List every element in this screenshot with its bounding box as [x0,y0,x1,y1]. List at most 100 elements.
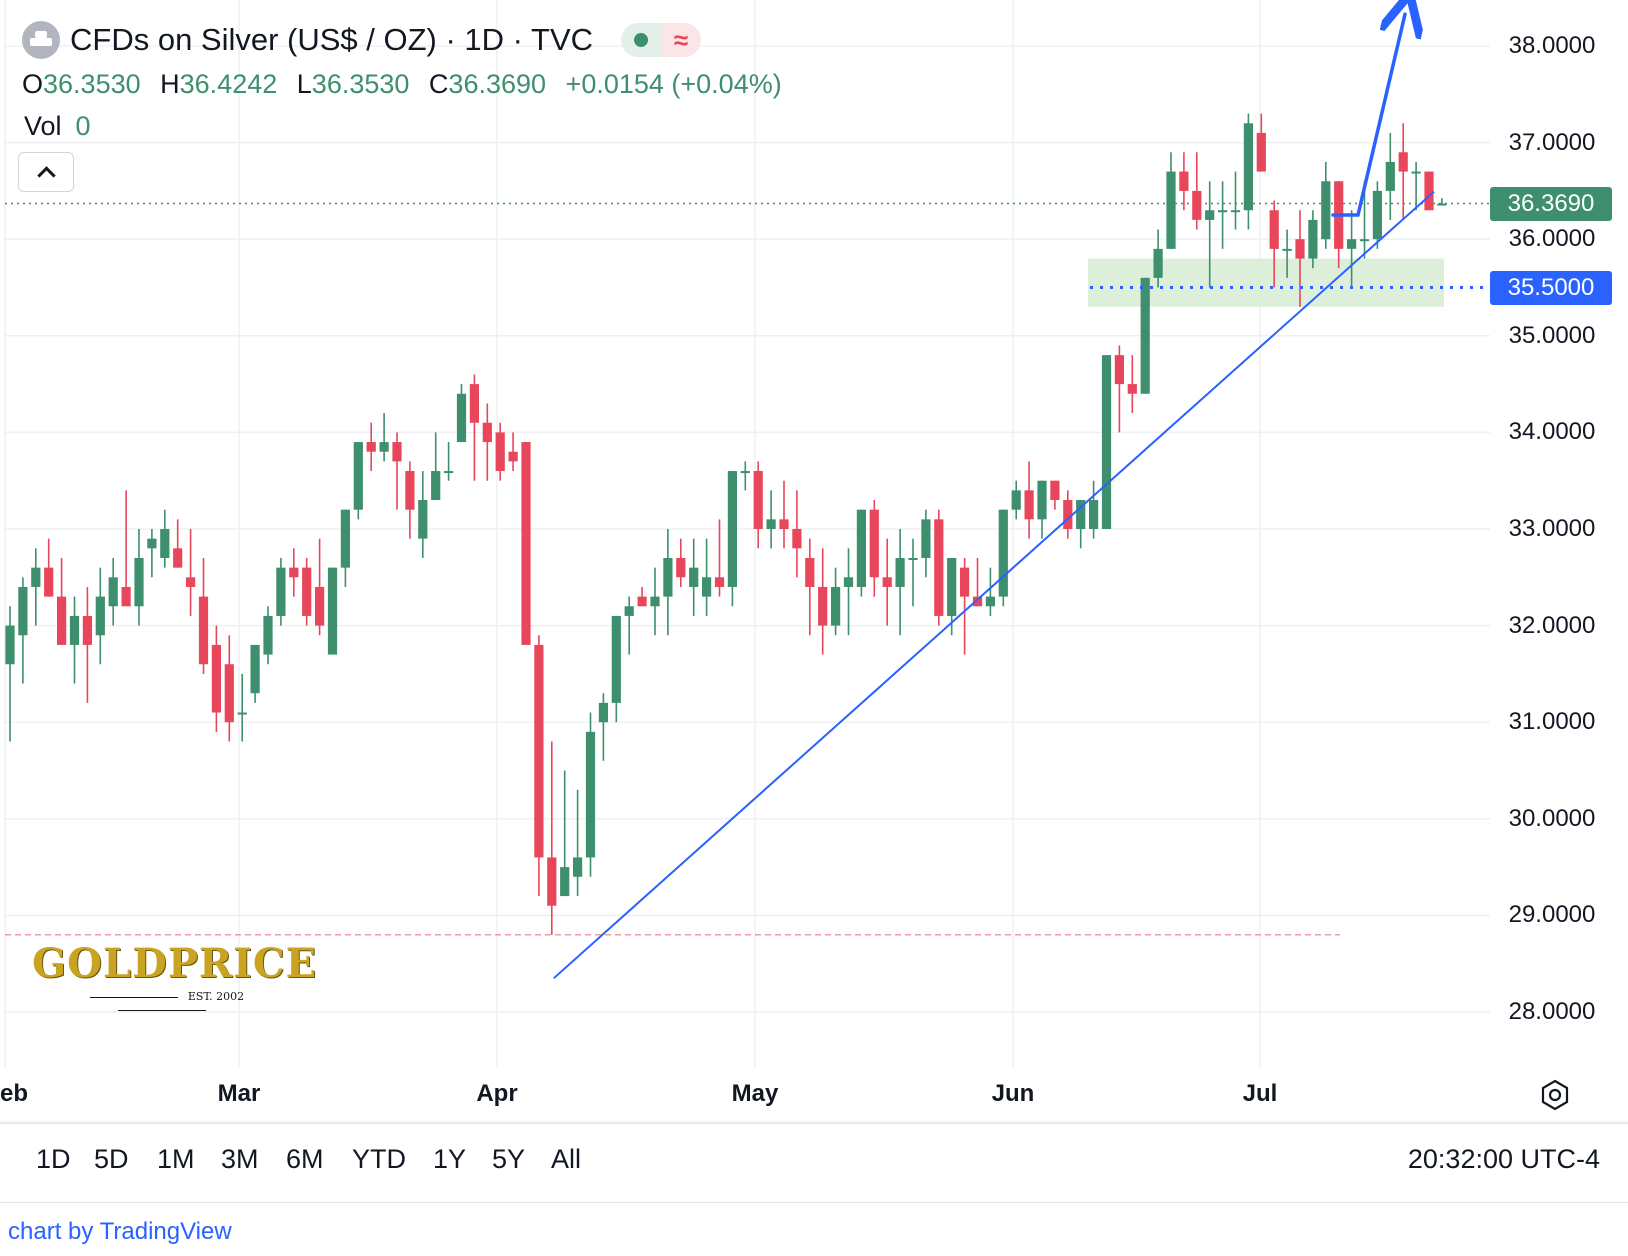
candle-body [1437,203,1447,206]
candle-body [650,596,660,607]
price-tick-label: 30.0000 [1508,804,1596,832]
candle-body [624,606,634,616]
candle-body [302,567,312,616]
candle-body [702,577,712,597]
candle-body [831,586,841,626]
candle-body [1282,248,1292,251]
logo-wordmark: GOLDPRICE [32,940,318,987]
chart-overlays-back [5,202,1490,936]
candle-body [1385,161,1395,191]
tradingview-credit[interactable]: chart by TradingView [8,1218,232,1246]
candle-body [1076,500,1086,529]
candle-body [908,557,918,560]
candle-body [1024,490,1034,520]
candle-body [1166,171,1176,249]
volume-row: Vol 0 [22,108,794,144]
candle-body [689,567,699,587]
chart-grid [0,0,1628,1123]
candles-layer [5,113,1447,935]
time-tick-label: Mar [217,1080,261,1107]
candle-body [469,384,479,423]
candle-body [1347,239,1357,249]
candle-body [637,596,647,607]
range-button-1y[interactable]: 1Y [433,1144,467,1174]
price-tick-label: 38.0000 [1508,32,1596,59]
candle-body [611,615,621,703]
candle-body [405,471,415,510]
change-value: +0.0154 (+0.04%) [565,69,782,99]
range-button-all[interactable]: All [551,1144,582,1174]
candle-body [1308,219,1318,259]
range-button-6m[interactable]: 6M [286,1144,324,1174]
candle-body [805,557,815,587]
price-tick-label: 28.0000 [1508,998,1596,1025]
time-tick-label: Jul [1242,1080,1278,1107]
open-value: 36.3530 [43,69,141,99]
clock-display[interactable]: 20:32:00 UTC-4 [1407,1144,1600,1174]
candle-body [921,519,931,558]
candle-body [947,557,957,616]
candle-body [44,567,54,597]
candle-body [1269,210,1279,249]
range-button-3m[interactable]: 3M [221,1144,259,1174]
candle-body [173,548,183,568]
candle-body [276,567,286,616]
candle-body [198,596,209,665]
candle-body [547,857,557,906]
candle-body [598,702,608,723]
projection-arrow [1331,14,1405,217]
candle-body [985,596,995,607]
collapse-legend-button[interactable] [18,152,74,192]
candle-body [186,577,196,587]
range-button-5d[interactable]: 5D [94,1144,129,1174]
hexagon-settings-icon[interactable] [1538,1078,1572,1112]
range-button-5y[interactable]: 5Y [492,1144,526,1174]
candle-body [740,471,750,474]
candle-body [160,529,170,558]
candle-body [1321,181,1331,240]
credit-prefix: chart by [8,1218,100,1245]
candle-body [263,615,273,655]
logo-tagline: EST. 2002 [32,990,292,1016]
candle-body [998,509,1008,597]
high-value: 36.4242 [179,69,278,99]
price-tick-label: 35.0000 [1508,321,1596,349]
candle-body [57,596,67,645]
delayed-data-icon: ≈ [661,23,702,57]
time-tick-label: Apr [476,1080,518,1107]
candle-body [18,586,28,636]
candle-body [856,509,866,587]
candle-body [1037,480,1047,520]
candle-body [31,567,41,587]
chart-title: CFDs on Silver (US$ / OZ) · 1D · TVC [70,22,594,57]
candle-body [521,442,531,645]
volume-label: Vol [24,111,62,141]
market-status-pill[interactable]: ≈ [621,23,702,57]
candle-body [250,644,260,694]
candle-body [1089,500,1099,529]
candle-body [895,557,905,587]
candle-body [1063,500,1073,529]
candle-body [224,664,234,723]
range-button-ytd[interactable]: YTD [352,1144,406,1174]
candle-body [1011,490,1021,510]
support-price-tag: 35.5000 [1490,270,1612,305]
candle-body [134,557,144,607]
candle-body [779,519,789,529]
candle-body [456,393,467,443]
range-button-1d[interactable]: 1D [36,1144,71,1174]
candle-body [753,471,763,529]
chevron-up-icon [36,165,56,185]
candle-body [69,615,80,645]
ascending-trendline [553,190,1435,979]
candle-body [1205,210,1215,220]
range-button-1m[interactable]: 1M [157,1144,195,1174]
candle-body [1398,152,1408,172]
credit-brand-link[interactable]: TradingView [99,1218,232,1245]
candle-body [573,857,583,877]
time-tick-label: eb [0,1080,29,1107]
candle-body [1411,171,1421,174]
candle-body [1192,190,1202,220]
